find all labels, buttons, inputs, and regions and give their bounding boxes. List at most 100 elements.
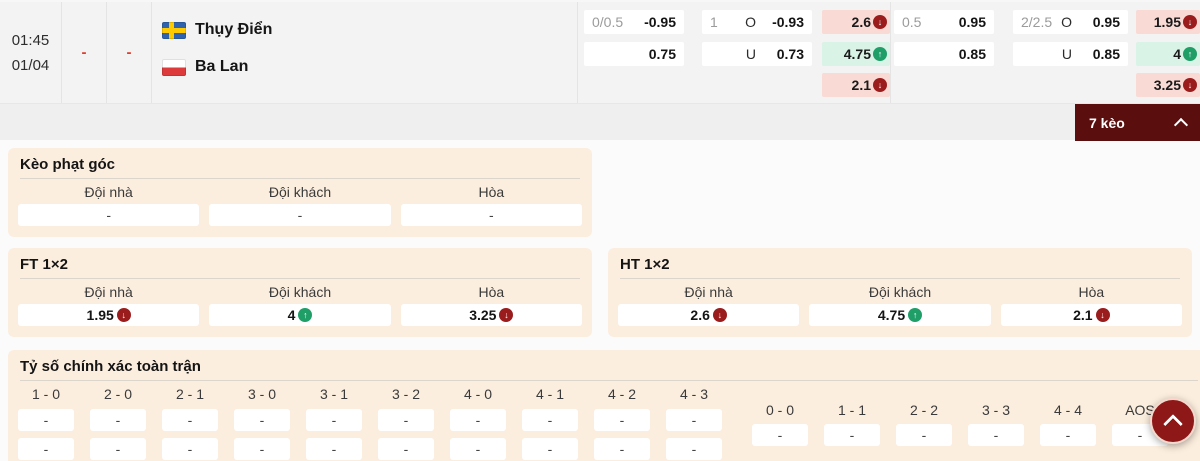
score-odds-cell: - <box>378 438 434 460</box>
score-odds-cell: - <box>1040 424 1096 446</box>
corner-away-cell: - <box>209 204 391 226</box>
ht-draw-odds-cell[interactable]: 2.1 ↓ <box>1000 304 1182 326</box>
chevron-up-icon <box>1163 414 1183 434</box>
odds-cell-1x2-draw[interactable]: 2.1 ↓ <box>822 73 890 97</box>
total-column-2: 2/2.5 O 0.95 U 0.85 <box>1013 2 1128 66</box>
match-row: 01:45 01/04 - - Thụy Điển Ba Lan 0/0.5 -… <box>0 0 1200 105</box>
correct-score-card: Tỷ số chính xác toàn trận 1 - 0 2 - 0 2 … <box>8 350 1200 461</box>
odds-value: 1.95 <box>86 307 114 323</box>
odds-cell-1x2-draw[interactable]: 3.25 ↓ <box>1136 73 1200 97</box>
x12-column-1: 2.6 ↓ 4.75 ↑ 2.1 ↓ <box>822 2 890 97</box>
score-odds-cell: - <box>90 438 146 460</box>
score-odds-cell: - <box>450 409 506 431</box>
score-odds-cell: - <box>234 438 290 460</box>
odds-value: 2.6 <box>851 14 871 30</box>
score-header: 2 - 0 <box>103 386 132 402</box>
score-odds-cell: - <box>522 438 578 460</box>
ft-away-odds-cell[interactable]: 4 ↑ <box>209 304 391 326</box>
trend-down-icon: ↓ <box>1183 78 1197 92</box>
odds-cell-handicap[interactable]: 0.75 <box>584 42 684 66</box>
odds-cell-handicap[interactable]: 0/0.5 -0.95 <box>584 10 684 34</box>
score-odds-cell: - <box>666 409 722 431</box>
odds-cell-1x2-away[interactable]: 4 ↑ <box>1136 42 1200 66</box>
card-title: HT 1×2 <box>620 248 1180 279</box>
odds-value: 4.75 <box>843 46 871 62</box>
score-header: 4 - 4 <box>1053 402 1082 418</box>
ht-1x2-card: HT 1×2 Đội nhà Đội khách Hòa 2.6 ↓ 4.75 … <box>608 248 1192 337</box>
home-team-row[interactable]: Thụy Điển <box>162 14 577 46</box>
odds-cell-under[interactable]: U 0.73 <box>702 42 812 66</box>
score-odds-cell: - <box>752 424 808 446</box>
odds-cell-1x2-home[interactable]: 2.6 ↓ <box>822 10 890 34</box>
scroll-to-top-button[interactable] <box>1150 398 1196 444</box>
ht-away-odds-cell[interactable]: 4.75 ↑ <box>809 304 991 326</box>
trend-up-icon: ↑ <box>1183 47 1197 61</box>
score-header: 4 - 0 <box>463 386 492 402</box>
more-odds-button[interactable]: 7 kèo <box>1075 104 1200 141</box>
chevron-up-icon <box>1173 117 1189 132</box>
score-odds-cell: - <box>18 409 74 431</box>
odds-value: 3.25 <box>1153 77 1181 93</box>
odds-cell-over[interactable]: 1 O -0.93 <box>702 10 812 34</box>
odds-value: 0.85 <box>1092 46 1120 62</box>
handicap-column-1: 0/0.5 -0.95 0.75 <box>584 2 684 66</box>
score-header: 2 - 1 <box>175 386 204 402</box>
draw-header: Hòa <box>478 284 505 300</box>
home-score: - <box>62 2 107 103</box>
away-score: - <box>107 2 152 103</box>
score-header: 3 - 1 <box>319 386 348 402</box>
corner-home-cell: - <box>18 204 200 226</box>
away-team-row[interactable]: Ba Lan <box>162 51 577 83</box>
odds-value: 3.25 <box>469 307 497 323</box>
total-column-1: 1 O -0.93 U 0.73 <box>702 2 812 66</box>
home-header: Đội nhà <box>84 284 133 300</box>
score-header: 4 - 3 <box>679 386 708 402</box>
draw-scores-grid: 0 - 0 1 - 1 2 - 2 3 - 3 4 - 4 AOS - - - … <box>752 402 1168 446</box>
draw-header: Hòa <box>1078 284 1105 300</box>
odds-cell-under[interactable]: U 0.85 <box>1013 42 1128 66</box>
odds-value: 0.85 <box>958 46 986 62</box>
odds-cell-1x2-home[interactable]: 1.95 ↓ <box>1136 10 1200 34</box>
score-odds-cell: - <box>90 409 146 431</box>
odds-area: 0/0.5 -0.95 0.75 1 O -0.93 U 0.73 <box>578 2 1200 105</box>
odds-cell-1x2-away[interactable]: 4.75 ↑ <box>822 42 890 66</box>
odds-value: 2.6 <box>690 307 710 323</box>
ht-home-odds-cell[interactable]: 2.6 ↓ <box>618 304 800 326</box>
trend-up-icon: ↑ <box>908 308 923 322</box>
trend-down-icon: ↓ <box>1183 15 1197 29</box>
teams-column: Thụy Điển Ba Lan <box>152 2 578 103</box>
score-odds-cell: - <box>968 424 1024 446</box>
score-odds-cell: - <box>18 438 74 460</box>
poland-flag-icon <box>162 58 186 76</box>
odds-value: 4.75 <box>877 307 906 323</box>
odds-cell-over[interactable]: 2/2.5 O 0.95 <box>1013 10 1128 34</box>
kickoff-time: 01:45 <box>11 31 50 49</box>
ft-draw-odds-cell[interactable]: 3.25 ↓ <box>400 304 582 326</box>
score-odds-cell: - <box>594 409 650 431</box>
score-header: AOS <box>1125 402 1155 418</box>
score-header: 4 - 2 <box>607 386 636 402</box>
odds-cell-handicap[interactable]: 0.85 <box>894 42 994 66</box>
odds-group-divider <box>890 2 891 105</box>
score-odds-cell: - <box>306 438 362 460</box>
trend-down-icon: ↓ <box>499 308 514 322</box>
score-header: 2 - 2 <box>909 402 938 418</box>
trend-up-icon: ↑ <box>873 47 887 61</box>
card-title: Kèo phạt góc <box>20 148 580 179</box>
correct-score-area: 1 - 0 2 - 0 2 - 1 3 - 0 3 - 1 3 - 2 4 - … <box>8 381 1200 461</box>
odds-cell-handicap[interactable]: 0.5 0.95 <box>894 10 994 34</box>
ft-home-odds-cell[interactable]: 1.95 ↓ <box>18 304 200 326</box>
draw-header: Hòa <box>478 184 505 200</box>
score-header: 0 - 0 <box>765 402 794 418</box>
over-label: O <box>745 14 756 30</box>
score-odds-cell: - <box>306 409 362 431</box>
odds-value: 0.75 <box>648 46 676 62</box>
odds-value: 4 <box>287 307 296 323</box>
total-line: 2/2.5 <box>1021 14 1053 30</box>
x12-column-2: 1.95 ↓ 4 ↑ 3.25 ↓ <box>1136 2 1200 97</box>
ft-1x2-grid: Đội nhà Đội khách Hòa 1.95 ↓ 4 ↑ 3.25 ↓ <box>8 279 592 326</box>
score-odds-cell: - <box>594 438 650 460</box>
trend-down-icon: ↓ <box>712 308 727 322</box>
trend-down-icon: ↓ <box>1095 308 1110 322</box>
trend-down-icon: ↓ <box>873 15 887 29</box>
